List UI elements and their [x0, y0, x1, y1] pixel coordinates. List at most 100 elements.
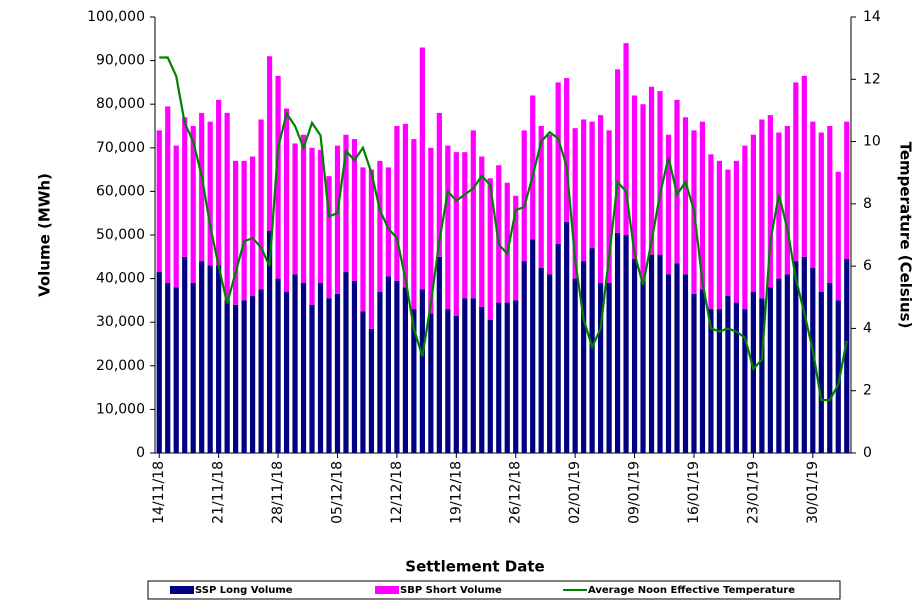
- bar: [233, 160, 239, 305]
- bar: [801, 75, 807, 257]
- bar: [504, 182, 510, 303]
- bar: [462, 298, 468, 453]
- x-tick-label: 23/01/19: [745, 461, 761, 524]
- legend-box: [147, 580, 841, 600]
- bar: [165, 282, 171, 453]
- bar: [538, 267, 544, 453]
- bar: [844, 258, 850, 453]
- bar: [216, 265, 222, 453]
- bar: [173, 145, 179, 288]
- y2-tick-label: 8: [863, 196, 872, 212]
- bar: [343, 134, 349, 273]
- bar: [598, 115, 604, 283]
- bar: [827, 126, 833, 283]
- bar: [742, 145, 748, 310]
- x-tick-label: 05/12/18: [329, 461, 345, 524]
- x-tick-label: 02/01/19: [567, 461, 583, 524]
- y2-tick-label: 6: [863, 258, 872, 274]
- bar: [572, 128, 578, 279]
- bar: [496, 165, 502, 303]
- bar: [496, 302, 502, 453]
- legend-label: SSP Long Volume: [195, 585, 293, 596]
- bar: [589, 248, 595, 453]
- bar: [742, 309, 748, 453]
- bar: [377, 160, 383, 292]
- y-axis-title: Volume (MWh): [36, 173, 54, 297]
- y-tick-label: 70,000: [96, 140, 145, 156]
- bar: [351, 139, 358, 281]
- bar: [241, 300, 247, 453]
- bar: [750, 134, 756, 292]
- bar: [165, 106, 171, 283]
- line: [159, 56, 848, 402]
- bar: [793, 82, 799, 262]
- bar: [487, 178, 493, 321]
- bar: [487, 320, 493, 453]
- legend-swatch: [170, 586, 194, 594]
- bar: [411, 309, 417, 453]
- y-tick-label: 0: [136, 445, 145, 461]
- bar: [436, 112, 442, 257]
- y-tick-label: 50,000: [96, 227, 145, 243]
- bar: [759, 298, 765, 453]
- bar: [368, 169, 375, 329]
- bar: [581, 261, 587, 453]
- x-tick-label: 28/11/18: [270, 461, 286, 524]
- bar: [190, 282, 196, 453]
- bar: [708, 309, 714, 453]
- bar: [674, 99, 680, 264]
- bar: [445, 145, 451, 310]
- bar: [233, 304, 239, 453]
- y2-tick-label: 10: [863, 134, 881, 150]
- legend-swatch: [375, 586, 399, 594]
- bar: [190, 126, 196, 283]
- bar: [300, 134, 307, 283]
- bar: [224, 300, 230, 453]
- bar: [453, 315, 459, 453]
- bar: [623, 43, 629, 235]
- bar: [428, 147, 434, 314]
- y2-axis-title: Temperature (Celsius): [897, 142, 915, 329]
- bar: [275, 278, 281, 453]
- bar: [733, 160, 740, 303]
- bar: [275, 75, 281, 279]
- y-tick-label: 40,000: [96, 271, 145, 287]
- bar: [759, 119, 765, 299]
- bar: [598, 282, 604, 453]
- bar: [555, 82, 561, 244]
- bar: [419, 47, 425, 290]
- x-tick-label: 21/11/18: [211, 461, 227, 524]
- x-tick-label: 14/11/18: [151, 461, 167, 524]
- y-tick-label: 20,000: [96, 358, 145, 374]
- bar: [682, 274, 689, 453]
- bar: [784, 126, 790, 275]
- bar: [776, 278, 782, 453]
- bar: [640, 280, 646, 453]
- bar: [317, 149, 324, 283]
- bar: [716, 160, 723, 310]
- bar: [767, 115, 773, 288]
- bar: [199, 261, 205, 453]
- bar: [750, 291, 756, 453]
- y-tick-label: 30,000: [96, 314, 145, 330]
- bar: [419, 289, 425, 453]
- y-tick-label: 100,000: [87, 9, 145, 25]
- bar: [156, 130, 162, 273]
- y-tick-label: 90,000: [96, 53, 145, 69]
- bar: [733, 302, 740, 453]
- bar: [241, 160, 247, 301]
- bar: [479, 306, 485, 453]
- bar: [300, 282, 307, 453]
- bar: [513, 300, 519, 453]
- bar: [470, 130, 476, 299]
- bar: [250, 156, 256, 297]
- x-tick-label: 26/12/18: [508, 461, 524, 524]
- bar: [665, 134, 672, 275]
- bar: [377, 291, 383, 453]
- bar: [173, 287, 179, 453]
- bar: [343, 272, 349, 453]
- bar: [402, 287, 408, 453]
- bar: [818, 291, 824, 453]
- bar: [657, 254, 663, 453]
- bar: [776, 132, 782, 279]
